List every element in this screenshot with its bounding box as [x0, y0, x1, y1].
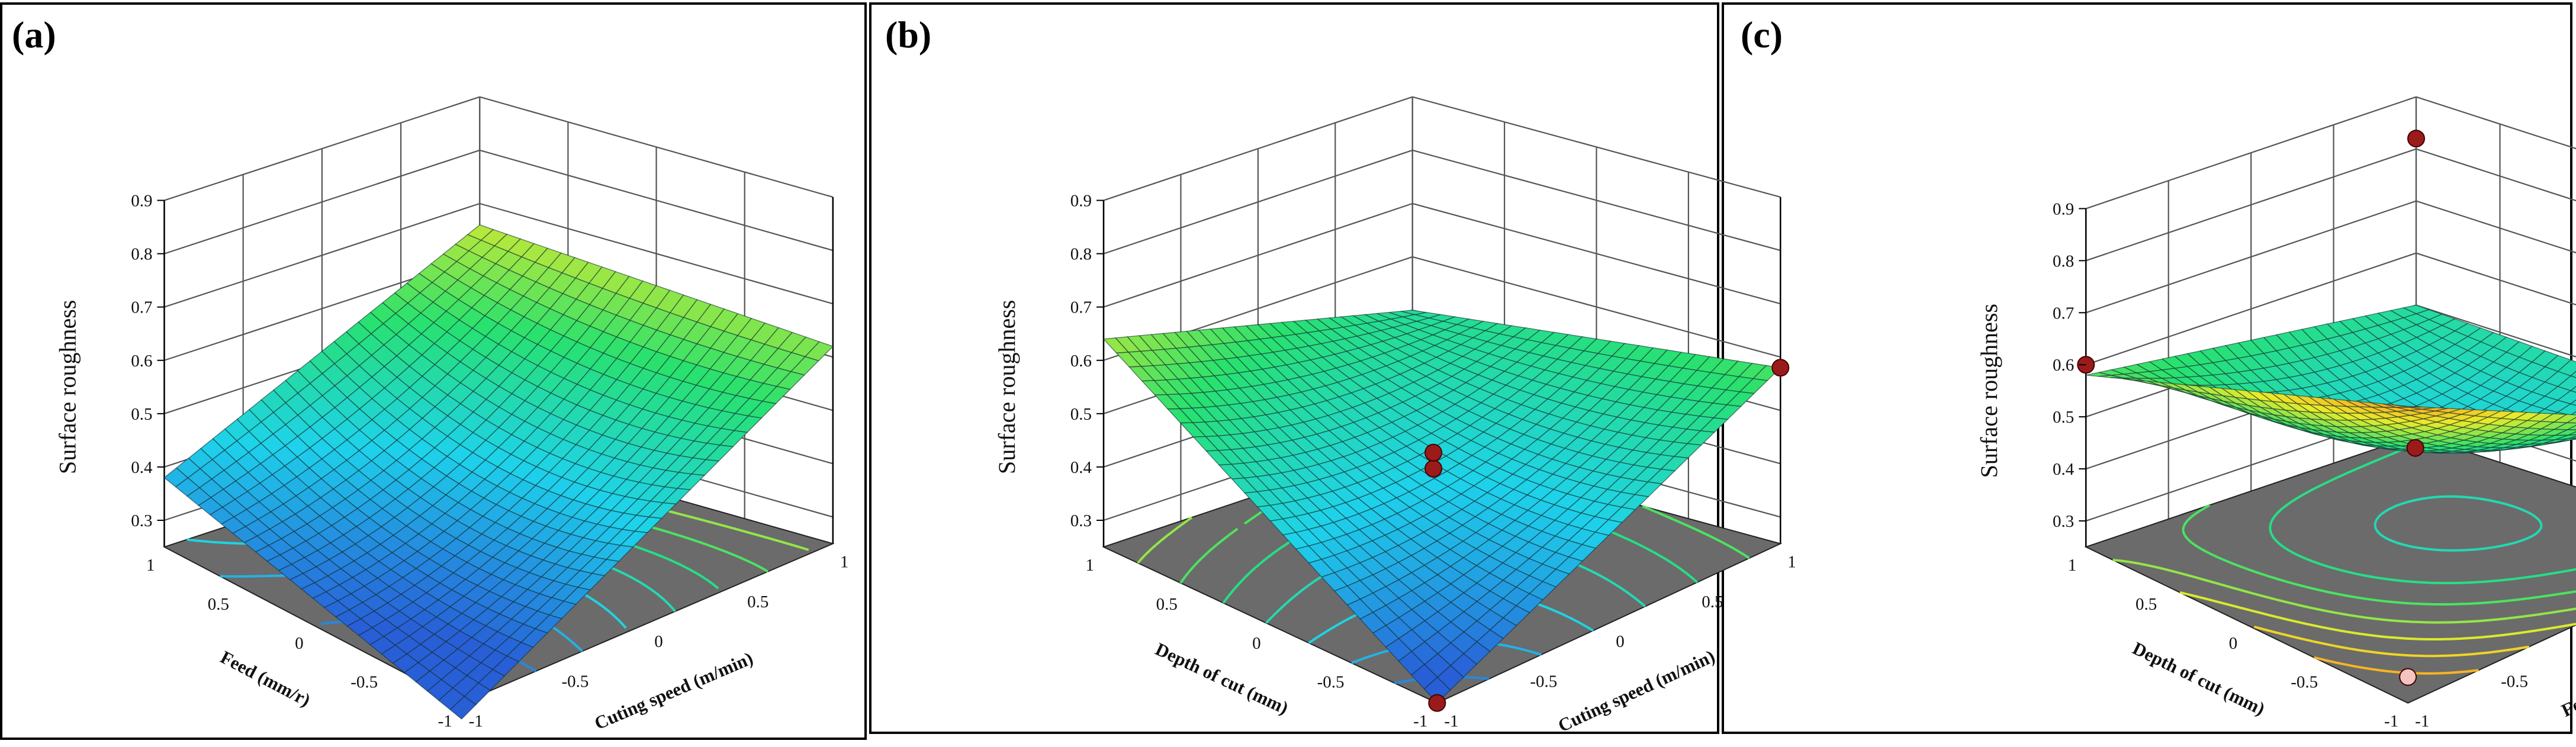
x-tick-labels: 1 0.5 0 -0.5 -1	[146, 556, 452, 731]
y-tick-label: 1	[840, 552, 849, 571]
y-tick-label: -1	[1444, 712, 1458, 731]
z-tick-label: 0.9	[2053, 199, 2074, 218]
design-points	[1424, 359, 1790, 712]
x-tick-label: 1	[146, 556, 155, 575]
gridline-z-left	[1103, 96, 1413, 201]
x-tick-label: 0	[295, 634, 304, 653]
x-tick-label: 0	[2229, 634, 2238, 653]
panel-a: 0.9 0.8 0.7 0.6 0.5 0.4 0.3 1 0.5 0 -0.5 -1 -1 -0.5 0 0…	[12, 14, 848, 734]
z-tick-label: 0.9	[1070, 192, 1092, 211]
z-axis-title: Surface roughness	[1976, 304, 2002, 478]
y-tick-label: 1	[1787, 552, 1796, 571]
response-surface	[163, 224, 834, 720]
design-point	[1424, 459, 1443, 478]
contour-line	[2179, 591, 2576, 640]
x-tick-label: -1	[438, 712, 452, 731]
design-point	[1428, 694, 1446, 712]
z-tick-labels: 0.9 0.8 0.7 0.6 0.5 0.4 0.3	[1070, 192, 1104, 530]
design-point	[2406, 439, 2424, 457]
floor-plane	[2084, 434, 2576, 704]
design-points	[2077, 130, 2425, 686]
z-tick-label: 0.4	[1070, 458, 1092, 477]
z-tick-labels: 0.9 0.8 0.7 0.6 0.5 0.4 0.3	[2053, 199, 2086, 531]
x-tick-label: 1	[2068, 556, 2077, 575]
y-tick-labels: -1 -0.5 0 0.5 1	[469, 552, 849, 730]
contour-line	[2112, 559, 2576, 624]
gridline-z-right	[479, 96, 834, 198]
z-axis-title: Surface roughness	[54, 300, 81, 474]
z-tick-label: 0.6	[1070, 352, 1092, 371]
gridline-z-right	[1412, 96, 1781, 198]
z-tick-labels: 0.9 0.8 0.7 0.6 0.5 0.4 0.3	[131, 192, 165, 530]
z-tick-label: 0.8	[2053, 252, 2074, 271]
panel-label: (a)	[12, 14, 56, 56]
gridline-z-left	[164, 96, 480, 201]
y-tick-labels: -1-0.500.51	[2415, 672, 2528, 731]
y-tick-label: 0	[654, 632, 663, 651]
z-tick-label: 0.8	[131, 245, 152, 264]
surface-facet	[2395, 404, 2421, 408]
y-tick-label: -1	[469, 712, 483, 731]
y-tick-label: 0	[1616, 632, 1625, 651]
panel-label: (c)	[1741, 14, 1783, 56]
contour-line	[2374, 495, 2543, 552]
x-tick-labels: 1 0.5 0 -0.5 -1	[1086, 556, 1428, 731]
z-axis-title: Surface roughness	[993, 300, 1020, 474]
x-tick-labels: 1 0.5 0 -0.5 -1	[2068, 556, 2398, 731]
design-point	[2407, 130, 2425, 148]
x-tick-label: -0.5	[2291, 673, 2318, 692]
contour-line	[2182, 504, 2576, 606]
x-tick-label: -1	[1413, 712, 1427, 731]
z-tick-label: 0.4	[2053, 460, 2075, 479]
y-tick-label: -0.5	[1530, 672, 1557, 691]
z-tick-label: 0.3	[131, 511, 152, 530]
y-tick-label: 0.5	[1702, 593, 1723, 611]
x-tick-label: 0.5	[2136, 595, 2157, 614]
z-tick-label: 0.3	[1070, 511, 1092, 530]
x-tick-label: -0.5	[1317, 673, 1345, 692]
y-tick-label: 0.5	[747, 593, 768, 611]
response-surface	[1102, 310, 1781, 704]
z-tick-label: 0.7	[2053, 304, 2074, 323]
gridline-z-right	[2416, 96, 2576, 150]
contour-line	[2253, 626, 2530, 658]
z-tick-label: 0.4	[131, 458, 153, 477]
y-tick-label: -0.5	[2501, 672, 2528, 691]
surface-facet	[449, 696, 477, 720]
y-tick-labels: -1 -0.5 0 0.5 1	[1444, 552, 1796, 730]
x-tick-label: 0	[1252, 634, 1261, 653]
z-tick-label: 0.7	[1070, 298, 1092, 317]
panel-label: (b)	[885, 14, 931, 56]
x-tick-label: 0.5	[208, 595, 229, 614]
z-tick-label: 0.5	[1070, 405, 1092, 424]
contour-line	[1137, 516, 1193, 564]
z-tick-label: 0.8	[1070, 245, 1092, 264]
gridline-z-right	[2416, 252, 2576, 306]
y-tick-label: -1	[2415, 712, 2429, 731]
gridline-z-right	[2416, 200, 2576, 254]
design-point	[2399, 668, 2417, 686]
z-tick-label: 0.5	[131, 405, 152, 424]
z-tick-label: 0.9	[131, 192, 152, 211]
x-tick-label: -1	[2384, 712, 2398, 731]
panel-b: 0.9 0.8 0.7 0.6 0.5 0.4 0.3 1 0.5 0 -0.5 -1 -1 -0.5 0 0…	[885, 14, 1796, 736]
z-tick-label: 0.7	[131, 298, 152, 317]
x-tick-label: 0.5	[1156, 595, 1178, 614]
z-tick-label: 0.6	[2053, 356, 2074, 375]
z-tick-label: 0.3	[2053, 512, 2074, 531]
z-tick-label: 0.6	[131, 352, 152, 371]
x-tick-label: -0.5	[350, 673, 378, 692]
design-point	[1424, 443, 1443, 462]
x-tick-label: 1	[1086, 556, 1095, 575]
gridline-z-right	[2416, 148, 2576, 202]
response-surface	[2086, 304, 2576, 454]
y-tick-label: -0.5	[562, 672, 589, 691]
design-point	[1771, 359, 1790, 377]
gridline-z-right	[2416, 304, 2576, 358]
z-tick-label: 0.5	[2053, 408, 2074, 427]
